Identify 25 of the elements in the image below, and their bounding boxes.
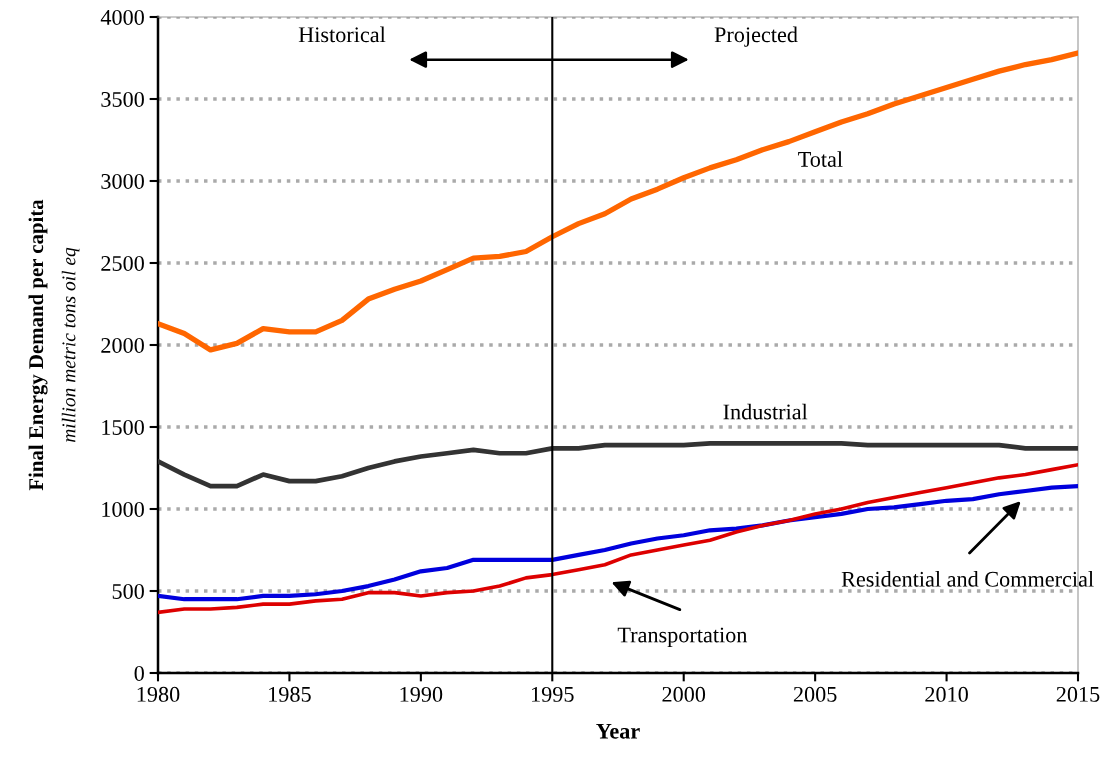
x-tick-label: 2005 xyxy=(793,686,837,702)
y-tick-label: 3500 xyxy=(101,91,144,107)
series-label: Industrial xyxy=(723,403,808,420)
y-tick-label: 1000 xyxy=(102,501,144,517)
text: Final Energy Demand per capita million metric tons oil eq xyxy=(28,199,80,491)
x-tick-label: 2015 xyxy=(1056,686,1100,702)
y-tick-label: 3000 xyxy=(101,173,144,189)
y-tick-label: 1500 xyxy=(102,419,144,435)
y-tick-label: 4000 xyxy=(100,9,144,25)
annotation: Projected xyxy=(714,26,798,47)
x-tick-label: 2010 xyxy=(925,686,968,702)
y-tick-label: 2500 xyxy=(101,255,144,271)
x-tick-label: 1980 xyxy=(137,686,180,702)
annotation: Historical xyxy=(298,26,386,43)
x-tick-label: 1995 xyxy=(532,686,574,702)
y-tick-label: 500 xyxy=(112,583,144,599)
text: Residential and Commercial xyxy=(841,571,1094,587)
x-axis-title: Year xyxy=(596,723,640,739)
y-tick-label: 2000 xyxy=(101,337,144,353)
x-tick-label: 1990 xyxy=(400,686,443,702)
text: Transportation xyxy=(617,627,748,647)
x-tick-label: 2000 xyxy=(662,686,706,702)
y-tick-label: 0 xyxy=(134,665,144,681)
series-label: Total xyxy=(798,151,843,167)
x-tick-label: 1985 xyxy=(269,686,311,702)
